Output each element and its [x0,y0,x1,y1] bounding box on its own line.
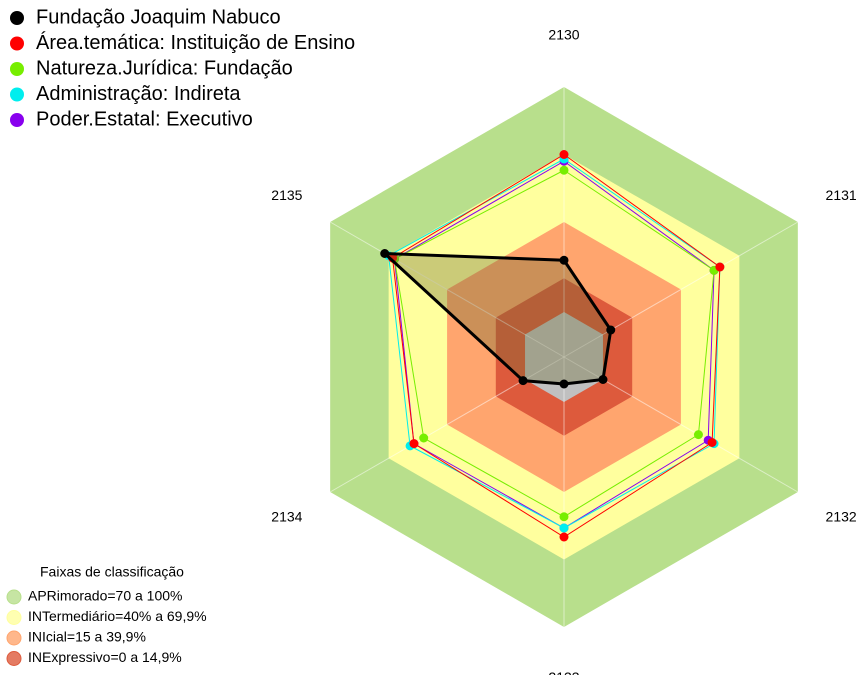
band-legend-label: INExpressivo=0 a 14,9% [28,649,182,665]
legend-label: Área.temática: Instituição de Ensino [36,31,355,54]
band-legend-marker [6,630,22,646]
legend-label: Natureza.Jurídica: Fundação [36,57,293,79]
series-point [559,512,569,522]
legend-label: Fundação Joaquim Nabuco [36,6,281,28]
band-legend-marker [6,651,22,666]
bands-title: Faixas de classificação [40,564,184,580]
series-point [598,375,608,384]
axis-label: 2132 [826,508,857,524]
legend-marker [10,113,24,127]
legend-marker [10,62,24,76]
series-point [559,523,569,533]
series-point [518,376,528,386]
series-point [559,150,569,159]
legend-label: Poder.Estatal: Executivo [36,108,253,130]
axis-label: 2131 [826,187,857,203]
axis-label: 2133 [548,669,579,675]
spoke [329,221,565,358]
band-legend-label: APRimorado=70 a 100% [28,588,183,604]
series-point [606,325,616,335]
series-point [559,165,569,175]
spoke [563,221,799,358]
legend-marker [10,11,24,25]
band-legend-marker [6,610,22,625]
axis-label: 2134 [271,508,302,524]
series-point [693,430,703,440]
series-point [559,532,569,542]
series-point [380,249,390,258]
series-point [419,433,429,443]
series-area [384,253,611,384]
legend-marker [10,87,24,102]
legend-marker [10,36,24,51]
band-legend-label: INIcial=15 a 39,9% [28,629,146,645]
series-point [559,255,569,265]
series-point [409,439,419,449]
legend-label: Administração: Indireta [36,83,241,105]
band-legend-label: INTermediário=40% a 69,9% [28,608,207,624]
series-point [559,379,569,389]
axis-label: 2135 [271,187,302,203]
series-point [707,438,717,447]
band-legend-marker [6,589,22,605]
axis-label: 2130 [548,26,579,42]
series-point [715,262,725,272]
